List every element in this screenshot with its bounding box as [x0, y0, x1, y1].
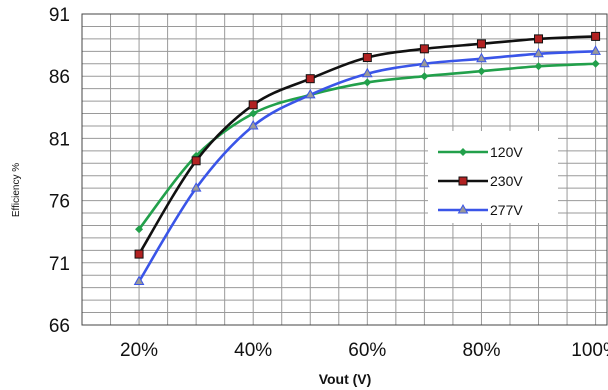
data-point-120v	[249, 109, 258, 118]
data-point-230v	[419, 44, 429, 54]
legend-box	[428, 131, 558, 223]
data-point-277v	[476, 52, 487, 63]
y-tick-label: 66	[49, 316, 70, 337]
legend-label-230v: 230V	[490, 173, 523, 189]
data-point-277v	[533, 47, 544, 58]
x-axis-ticks: 20% 40% 60% 80% 100%	[120, 340, 608, 361]
data-point-230v	[248, 100, 258, 110]
data-point-120v	[534, 62, 543, 71]
x-tick-label: 100%	[571, 340, 608, 361]
data-point-120v	[477, 67, 486, 76]
x-tick-label: 60%	[348, 340, 386, 361]
y-tick-label: 81	[49, 129, 70, 150]
data-point-277v	[133, 275, 145, 285]
data-point-277v	[190, 182, 202, 192]
legend-label-120v: 120V	[490, 144, 523, 160]
data-point-277v	[247, 119, 259, 130]
series-group	[133, 31, 601, 285]
data-point-230v	[476, 39, 486, 49]
data-point-120v	[363, 78, 372, 87]
data-point-230v	[591, 31, 601, 41]
data-point-120v	[135, 225, 144, 234]
legend-marker-230v	[458, 176, 468, 186]
series-line-120v	[138, 62, 596, 231]
y-tick-label: 71	[49, 254, 70, 275]
data-point-120v	[420, 72, 429, 81]
data-point-230v	[534, 34, 544, 44]
data-point-277v	[419, 57, 430, 68]
legend-marker-277v	[457, 203, 469, 214]
legend-marker-120v	[459, 148, 467, 156]
plot-frame	[81, 13, 608, 326]
y-axis-ticks: 66 71 76 81 86 91	[49, 5, 70, 337]
series-line-277v	[137, 50, 596, 283]
data-point-120v	[591, 59, 600, 68]
x-axis-label: Vout (V)	[319, 371, 372, 387]
data-point-230v	[191, 156, 201, 166]
data-point-277v	[361, 67, 373, 78]
x-tick-label: 80%	[462, 340, 500, 361]
data-point-230v	[362, 53, 372, 63]
y-axis-label: Efficiency %	[11, 163, 22, 217]
y-tick-label: 86	[49, 67, 70, 88]
data-point-277v	[590, 45, 601, 55]
series-230v	[134, 31, 601, 259]
y-tick-label: 91	[49, 5, 70, 26]
series-277v	[133, 45, 601, 285]
data-point-230v	[134, 249, 144, 259]
data-point-277v	[304, 88, 316, 99]
legend: 120V 230V 277V	[428, 131, 558, 223]
y-tick-label: 76	[49, 192, 70, 213]
legend-label-277v: 277V	[490, 202, 523, 218]
x-tick-label: 40%	[234, 340, 272, 361]
data-point-230v	[305, 74, 315, 84]
x-tick-label: 20%	[120, 340, 158, 361]
